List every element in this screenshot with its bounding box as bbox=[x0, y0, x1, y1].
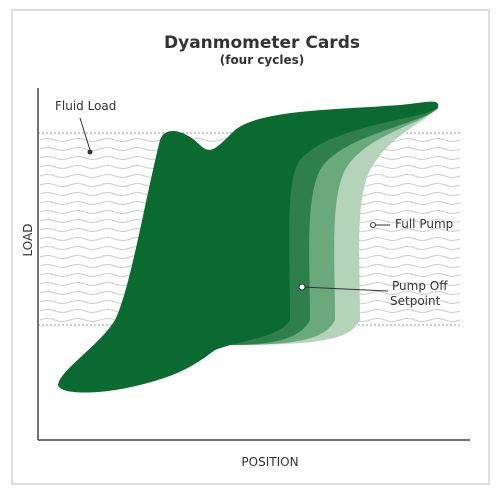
pump-off-label: Pump Off bbox=[392, 279, 448, 293]
fluid-load-label: Fluid Load bbox=[55, 99, 116, 113]
full-pump-label: Full Pump bbox=[395, 217, 453, 231]
title: Dyanmometer Cards bbox=[164, 33, 360, 53]
subtitle: (four cycles) bbox=[220, 53, 305, 67]
arrow-head bbox=[371, 223, 376, 228]
page: Dyanmometer Cards (four cycles) Fluid Lo… bbox=[0, 0, 499, 493]
pump-off-label: Setpoint bbox=[390, 294, 441, 308]
x-axis-label: POSITION bbox=[241, 455, 298, 469]
arrow-head bbox=[299, 284, 305, 290]
arrow-head bbox=[88, 150, 93, 155]
y-axis-label: LOAD bbox=[21, 224, 35, 257]
diagram: Dyanmometer Cards (four cycles) Fluid Lo… bbox=[0, 0, 499, 493]
